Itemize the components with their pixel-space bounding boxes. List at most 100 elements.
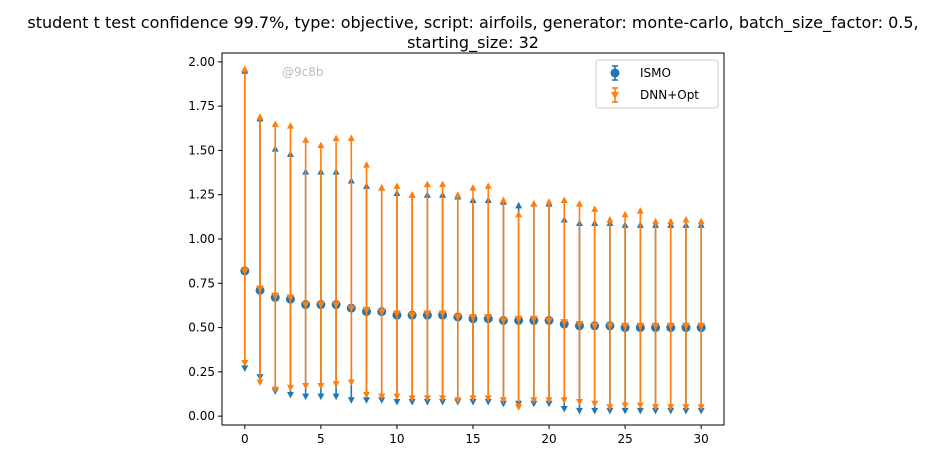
lower-cap xyxy=(286,384,294,392)
lower-cap xyxy=(302,393,310,401)
lower-cap xyxy=(545,397,553,404)
data-point xyxy=(499,317,508,325)
data-point xyxy=(316,301,325,309)
upper-cap xyxy=(332,134,340,142)
lower-cap xyxy=(439,398,447,406)
lower-cap xyxy=(499,400,507,408)
x-tick-label: 30 xyxy=(694,432,709,446)
lower-cap xyxy=(515,404,523,411)
data-point xyxy=(286,294,295,302)
lower-cap xyxy=(530,397,538,404)
lower-cap xyxy=(378,397,386,404)
data-point xyxy=(256,285,265,293)
lower-cap xyxy=(317,393,325,401)
lower-cap xyxy=(606,404,614,411)
lower-cap xyxy=(682,404,690,411)
lower-cap xyxy=(439,395,447,402)
lower-cap xyxy=(347,379,355,386)
upper-cap xyxy=(454,191,462,198)
upper-cap xyxy=(499,196,507,204)
lower-cap xyxy=(469,395,477,402)
lower-cap xyxy=(332,381,340,388)
lower-cap xyxy=(271,386,279,394)
y-tick-label: 1.75 xyxy=(188,99,215,113)
upper-cap xyxy=(667,217,675,225)
upper-cap xyxy=(439,180,447,188)
lower-cap xyxy=(575,398,583,406)
lower-cap xyxy=(560,397,568,404)
upper-cap xyxy=(575,200,583,207)
lower-cap xyxy=(423,398,431,406)
lower-cap xyxy=(408,395,416,402)
lower-cap xyxy=(652,404,660,411)
y-tick-label: 0.50 xyxy=(188,321,215,335)
y-tick-label: 1.50 xyxy=(188,143,215,157)
x-tick-label: 15 xyxy=(465,432,480,446)
upper-cap xyxy=(393,182,401,189)
lower-cap xyxy=(575,407,583,415)
y-tick-label: 0.75 xyxy=(188,276,215,290)
series-dnn-opt xyxy=(240,65,706,411)
lower-cap xyxy=(621,402,629,410)
upper-cap xyxy=(652,217,660,225)
data-point xyxy=(545,317,554,325)
upper-cap xyxy=(697,217,705,225)
lower-cap xyxy=(363,397,371,404)
x-tick-label: 20 xyxy=(541,432,556,446)
lower-cap xyxy=(530,400,538,408)
data-point xyxy=(392,310,401,318)
legend-marker xyxy=(610,68,620,78)
lower-cap xyxy=(347,397,355,404)
x-tick-label: 0 xyxy=(241,432,249,446)
data-point xyxy=(560,319,569,327)
lower-cap xyxy=(697,404,705,411)
lower-cap xyxy=(682,407,690,415)
upper-cap xyxy=(530,200,538,207)
data-point xyxy=(636,322,645,330)
upper-cap xyxy=(317,141,325,149)
data-point xyxy=(514,315,523,323)
upper-cap xyxy=(621,210,629,218)
data-point xyxy=(301,301,310,309)
data-point xyxy=(423,310,432,318)
x-tick-label: 10 xyxy=(389,432,404,446)
data-point xyxy=(438,310,447,318)
legend-label: DNN+Opt xyxy=(640,88,699,102)
upper-cap xyxy=(378,184,386,191)
data-point xyxy=(271,292,280,300)
y-tick-label: 0.00 xyxy=(188,409,215,423)
data-point xyxy=(575,321,584,329)
lower-cap xyxy=(408,398,416,406)
data-point xyxy=(453,313,462,321)
data-point xyxy=(621,322,630,330)
upper-cap xyxy=(545,198,553,205)
upper-cap xyxy=(636,207,644,214)
upper-cap xyxy=(271,120,279,127)
upper-cap xyxy=(286,122,294,129)
chart-title-line1: student t test confidence 99.7%, type: o… xyxy=(27,13,918,33)
lower-cap xyxy=(393,393,401,401)
plot-area xyxy=(240,65,706,415)
lower-cap xyxy=(378,393,386,401)
data-point xyxy=(362,306,371,314)
data-point xyxy=(681,322,690,330)
lower-cap xyxy=(256,379,264,386)
upper-cap xyxy=(560,196,568,204)
data-point xyxy=(590,322,599,330)
lower-cap xyxy=(241,365,249,372)
lower-cap xyxy=(667,404,675,411)
data-point xyxy=(347,305,356,313)
upper-cap xyxy=(515,210,523,218)
upper-cap xyxy=(256,113,264,120)
lower-cap xyxy=(484,398,492,406)
data-point xyxy=(240,267,249,275)
data-point xyxy=(484,313,493,321)
lower-cap xyxy=(286,391,294,399)
lower-cap xyxy=(545,400,553,408)
upper-cap xyxy=(682,216,690,223)
legend-box xyxy=(595,59,719,109)
data-point xyxy=(651,322,660,330)
upper-cap xyxy=(302,136,310,143)
data-point xyxy=(469,313,477,321)
